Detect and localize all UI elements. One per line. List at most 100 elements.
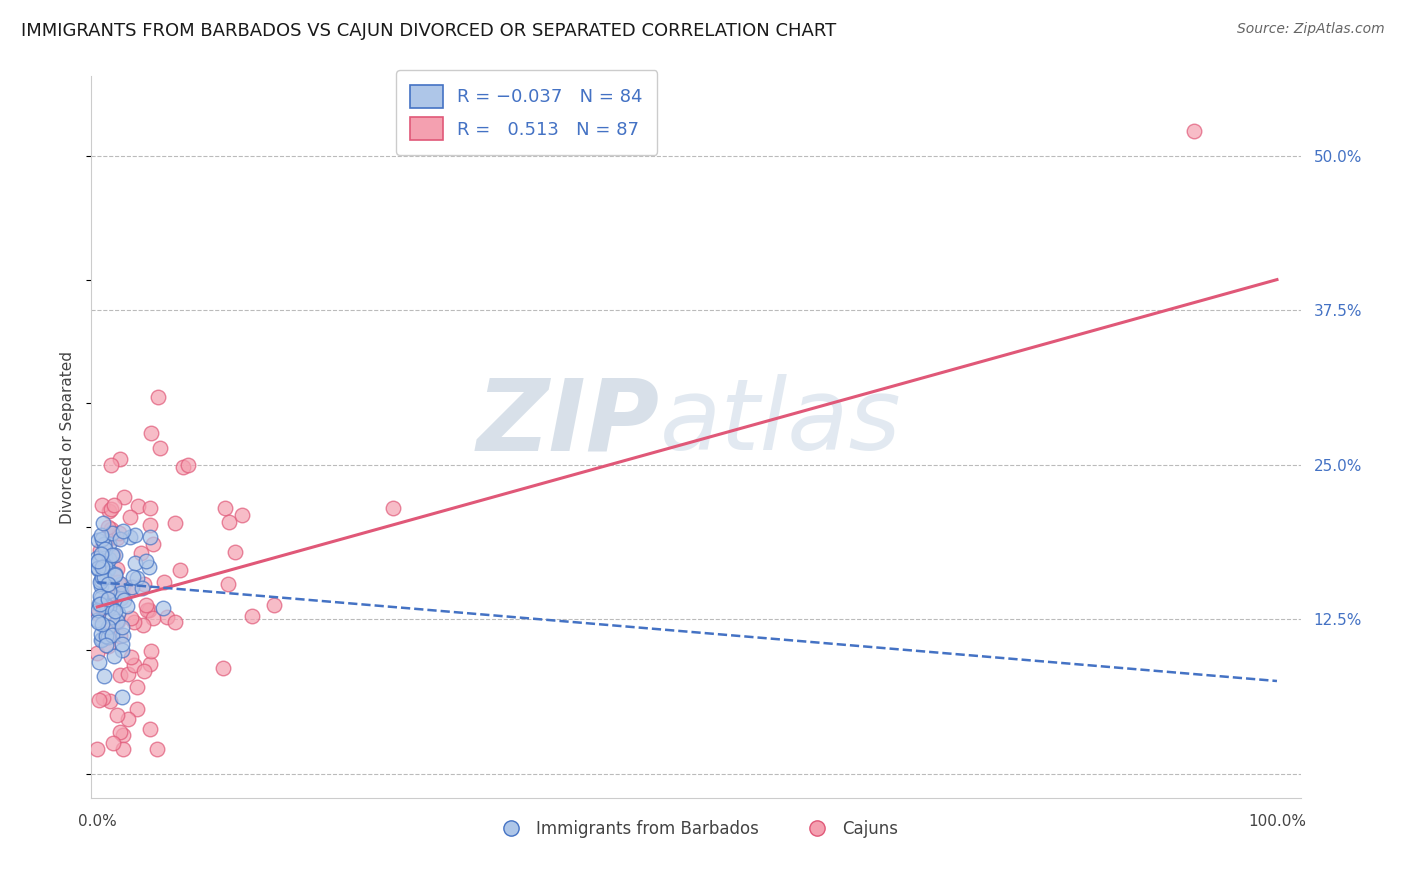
Point (153, 574, 176, 589)
Point (100, 525, 122, 540)
Point (146, 390, 169, 404)
Point (94, 632, 117, 646)
Point (224, 545, 246, 559)
Point (111, 637, 134, 651)
Point (101, 627, 124, 641)
Point (89, 598, 111, 612)
Point (163, 516, 186, 530)
Point (90, 632, 112, 647)
Point (89, 591, 111, 606)
Point (97, 577, 120, 591)
Point (101, 590, 124, 604)
Point (110, 577, 132, 591)
Point (97, 599, 120, 614)
Point (91, 616, 114, 631)
Point (87, 692, 110, 706)
Point (142, 611, 165, 625)
Point (93, 669, 115, 683)
Point (97, 592, 120, 607)
Point (139, 722, 162, 736)
Point (127, 500, 149, 514)
Point (118, 530, 141, 544)
Point (111, 627, 134, 641)
Point (131, 581, 153, 595)
Point (132, 664, 155, 678)
Point (89, 542, 111, 557)
Point (89, 575, 111, 590)
Point (103, 549, 125, 563)
Point (118, 509, 141, 524)
Point (87, 553, 110, 567)
Point (218, 515, 240, 529)
Point (97, 562, 120, 576)
Point (87, 555, 110, 569)
Point (124, 527, 146, 541)
Point (142, 537, 165, 551)
Point (139, 518, 162, 533)
Point (91, 691, 114, 706)
Point (98, 537, 121, 551)
Point (112, 490, 135, 504)
Point (107, 606, 129, 620)
Point (97, 584, 120, 599)
Point (93, 554, 115, 568)
Point (93, 537, 115, 551)
Point (87, 607, 110, 621)
Point (115, 599, 138, 613)
Point (121, 570, 143, 584)
Point (103, 498, 125, 512)
Point (90, 579, 112, 593)
Point (107, 574, 129, 589)
Point (96, 561, 118, 575)
Point (86, 646, 108, 660)
Point (104, 566, 127, 581)
Point (91, 516, 114, 531)
Point (125, 571, 148, 585)
Point (87, 533, 110, 547)
Point (240, 609, 263, 624)
Point (112, 593, 135, 607)
Point (138, 602, 160, 616)
Point (93, 597, 115, 611)
Point (101, 735, 124, 749)
Point (108, 526, 131, 541)
Point (139, 530, 162, 544)
Point (97, 520, 120, 534)
Point (90, 547, 112, 561)
Point (104, 568, 127, 582)
Point (127, 680, 149, 694)
Point (212, 661, 235, 675)
Point (122, 615, 145, 629)
Point (91, 559, 114, 574)
Point (100, 527, 122, 541)
Point (105, 707, 128, 722)
Point (94, 559, 117, 574)
Point (96, 599, 118, 613)
Point (96, 629, 118, 643)
Point (101, 617, 124, 632)
Point (91, 533, 114, 547)
Point (121, 580, 143, 594)
Point (139, 500, 162, 515)
Point (94, 550, 117, 565)
Point (124, 557, 146, 571)
Point (86, 742, 108, 756)
Point (90, 627, 112, 641)
Point (93, 570, 115, 584)
Point (108, 533, 131, 547)
Point (100, 549, 122, 563)
Point (97, 552, 120, 566)
Point (91, 599, 114, 614)
Point (110, 585, 132, 599)
Point (87, 655, 110, 669)
Point (120, 580, 142, 594)
Point (122, 658, 145, 673)
Point (103, 548, 125, 562)
Point (94, 536, 117, 550)
Text: atlas: atlas (659, 374, 901, 471)
Point (86, 551, 108, 566)
Point (87, 561, 110, 575)
Point (111, 690, 134, 704)
Point (100, 458, 122, 473)
Point (120, 611, 142, 625)
